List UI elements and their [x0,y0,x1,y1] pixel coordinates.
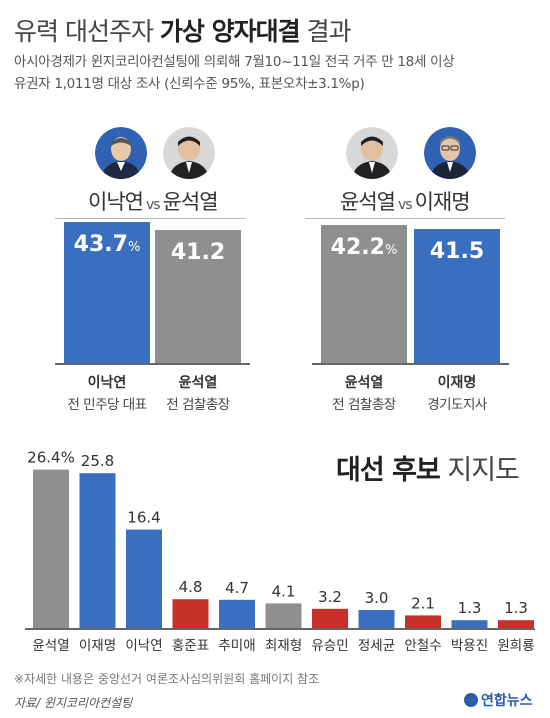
support-bar-2 [79,473,116,628]
portrait-lee-jaemyung [424,127,476,179]
support-value-label-11: 1.3 [504,599,528,617]
support-bar-3 [126,529,162,628]
support-value-label-10: 1.3 [458,599,482,617]
support-bar-5 [219,599,255,628]
agency-logo: 연합뉴스 [464,690,533,710]
matchup1-label-name-1: 이낙연 [87,375,127,391]
subtitle-line-1: 아시아경제가 윈지코리아컨설팅에 의뢰해 7월10~11일 전국 거주 만 18… [14,54,455,70]
matchup2-label-name-2: 이재명 [437,375,477,391]
support-bar-4 [172,599,209,628]
matchup1-bar-lee-value: 43.7% [73,232,141,257]
matchup1-bar-yoon: 41.2 [155,230,241,363]
support-category-label-3: 이낙연 [125,638,162,654]
support-bar-7 [312,608,348,628]
support-category-label-6: 최재형 [265,638,302,654]
support-category-label-10: 박용진 [451,638,488,654]
support-value-label-5: 4.7 [225,579,249,597]
matchup1-label-name-2: 윤석열 [178,375,218,391]
support-value-label-2: 25.8 [81,452,114,470]
matchup1-bar-yoon-value: 41.2 [170,240,226,265]
support-category-label-4: 홍준표 [172,638,209,654]
portrait-yoon-seokyeol [163,127,215,179]
matchup1-bar-lee: 43.7% [64,222,150,363]
source-credit: 자료/ 윈지코리아컨설팅 [14,696,133,710]
matchup2-label-name-1: 윤석열 [344,375,384,391]
support-category-label-5: 추미애 [218,638,255,654]
support-value-label-4: 4.8 [179,578,203,596]
portrait-lee-nakyon [95,127,147,179]
matchup2-baseline [312,363,509,365]
matchup1-label-role-2: 전 검찰총장 [166,397,230,413]
logo-mark-icon [464,693,478,707]
support-category-label-8: 정세균 [358,638,395,654]
support-bar-1 [33,469,69,628]
support-category-label-7: 유승민 [311,638,348,654]
matchup2-label-role-2: 경기도지사 [427,397,487,413]
support-bar-11 [498,620,534,628]
support-bar-9 [405,615,441,628]
matchup2-bar-lee: 41.5 [414,229,500,363]
matchup2-bar-yoon: 42.2% [321,225,407,363]
support-category-label-1: 윤석열 [32,638,69,654]
support-bar-10 [451,620,488,628]
support-value-label-1: 26.4% [27,449,75,467]
matchup2-bar-yoon-value: 42.2% [330,235,398,260]
support-chart-title: 대선 후보 지지도 [336,455,520,486]
support-value-label-6: 4.1 [272,582,296,600]
support-bar-8 [358,610,395,628]
matchup1-baseline [55,363,250,365]
page-title: 유력 대선주자 가상 양자대결 결과 [14,17,352,46]
portrait-yoon-seokyeol-2 [346,127,398,179]
support-bar-6 [265,603,302,628]
support-value-label-3: 16.4 [127,509,160,527]
matchup1-label-role-1: 전 민주당 대표 [67,397,147,413]
matchup2-title: 윤석열 vs 이재명 [340,190,471,214]
support-category-label-9: 안철수 [404,638,441,654]
matchup2-label-role-1: 전 검찰총장 [332,397,396,413]
support-value-label-8: 3.0 [365,589,389,607]
matchup2-divider [305,218,505,219]
matchup1-title: 이낙연 vs 윤석열 [88,190,219,214]
footnote: ※자세한 내용은 중앙선거 여론조사심의위원회 홈페이지 참조 [14,672,320,686]
subtitle-line-2: 유권자 1,011명 대상 조사 (신뢰수준 95%, 표본오차±3.1%p) [14,76,365,92]
support-value-label-9: 2.1 [411,594,435,612]
matchup2-bar-lee-value: 41.5 [429,239,485,264]
matchup1-divider [55,218,245,219]
support-bar-chart: 26.4% 윤석열 25.8 이재명 16.4 이낙연 4.8 홍준표 4.7 추미애 4.1 최재형… [25,449,535,654]
support-value-label-7: 3.2 [318,588,342,606]
support-category-label-11: 원희룡 [497,638,534,654]
support-category-label-2: 이재명 [79,638,116,654]
